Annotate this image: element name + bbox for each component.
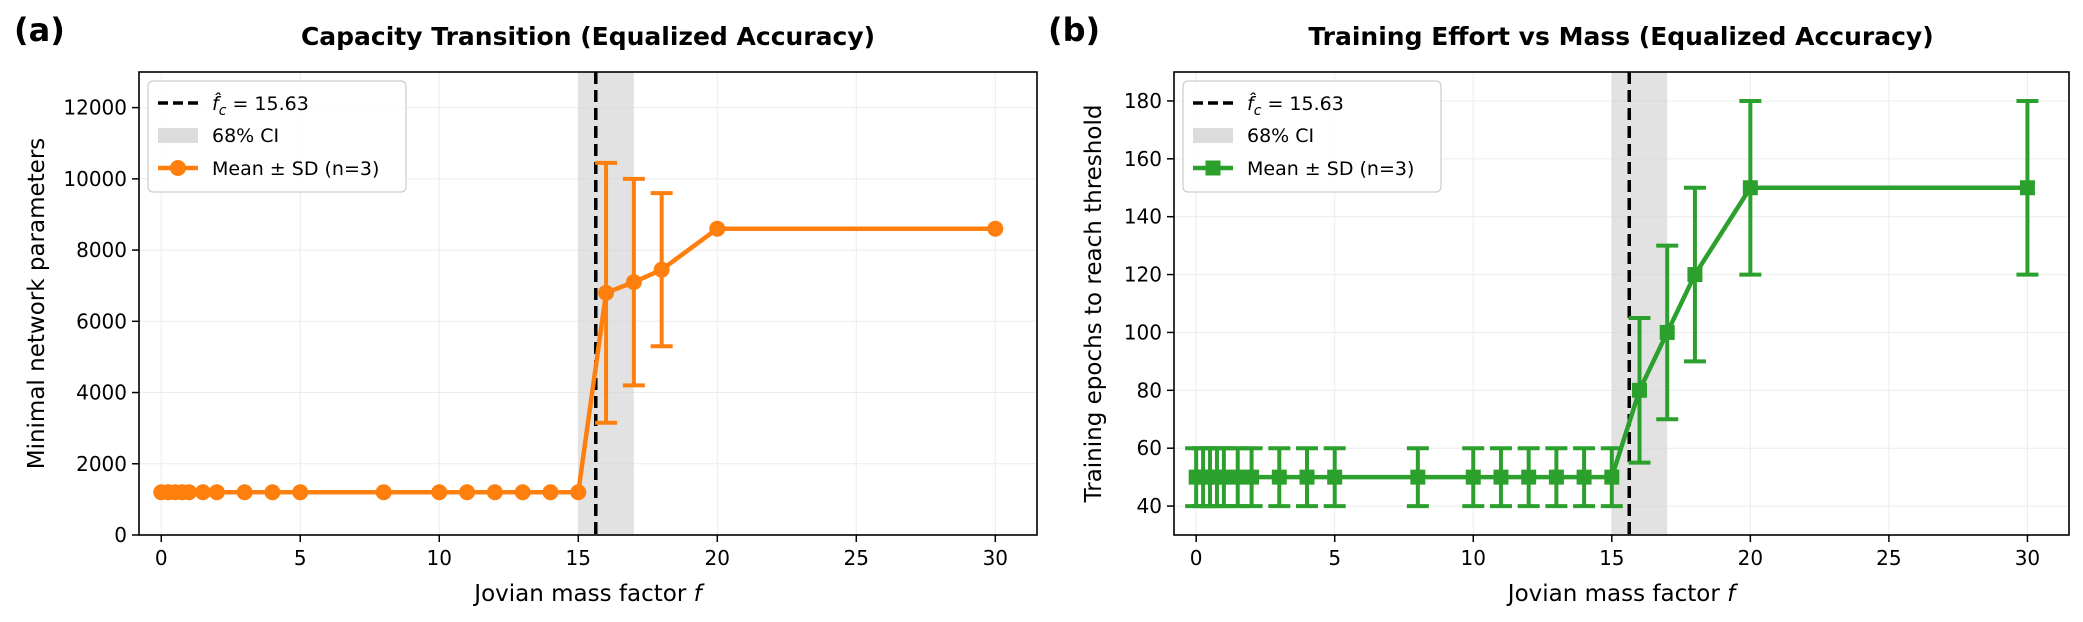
legend-ci-label: 68% CI [212, 125, 279, 147]
legend-series-label: Mean ± SD (n=3) [212, 158, 379, 180]
x-tick-label: 5 [294, 546, 307, 570]
legend-box [147, 80, 407, 193]
chart-panel-b: (b) Training Effort vs Mass (Equalized Ac… [1048, 11, 2070, 607]
legend-ci-swatch [158, 128, 198, 143]
legend-ci-label: 68% CI [1247, 125, 1314, 147]
data-point [194, 484, 211, 501]
panel-letter: (a) [14, 11, 65, 49]
x-tick-label: 30 [2015, 546, 2040, 570]
data-point [1271, 469, 1287, 485]
chart-title: Training Effort vs Mass (Equalized Accur… [1308, 22, 1933, 51]
data-point [1548, 469, 1564, 485]
panel-letter: (b) [1048, 11, 1100, 49]
data-point [1216, 469, 1232, 485]
y-axis-label: Minimal network parameters [24, 138, 50, 470]
data-point [598, 284, 615, 301]
x-axis-label: Jovian mass factor f [1506, 581, 1738, 607]
data-point [542, 484, 559, 501]
x-tick-label: 15 [1599, 546, 1624, 570]
x-tick-label: 25 [844, 546, 869, 570]
x-tick-label: 30 [983, 546, 1008, 570]
axes-frame [138, 71, 1038, 536]
x-tick-label: 15 [566, 546, 591, 570]
y-tick-label: 140 [1124, 205, 1162, 229]
data-point [709, 220, 726, 237]
data-point [1604, 469, 1620, 485]
x-tick-label: 25 [1876, 546, 1901, 570]
y-tick-label: 40 [1137, 494, 1162, 518]
y-tick-label: 180 [1124, 89, 1162, 113]
data-point [514, 484, 531, 501]
y-tick-label: 160 [1124, 147, 1162, 171]
data-point [375, 484, 392, 501]
data-point [1632, 382, 1648, 398]
y-tick-label: 2000 [76, 452, 127, 476]
legend-box [1182, 80, 1442, 193]
legend: f̂c = 15.63 68% CI Mean ± SD (n=3) [1182, 80, 1442, 193]
data-point [1493, 469, 1509, 485]
x-tick-label: 20 [1738, 546, 1763, 570]
y-tick-label: 60 [1137, 436, 1162, 460]
ci-band [1611, 72, 1668, 535]
data-point [625, 274, 642, 291]
legend-series-marker [170, 160, 186, 176]
y-tick-label: 120 [1124, 263, 1162, 287]
data-point [1742, 180, 1758, 196]
data-point [486, 484, 503, 501]
legend: f̂c = 15.63 68% CI Mean ± SD (n=3) [147, 80, 407, 193]
x-tick-label: 0 [155, 546, 168, 570]
legend-threshold-label: f̂c = 15.63 [1247, 93, 1344, 119]
data-point [1521, 469, 1537, 485]
y-tick-label: 4000 [76, 381, 127, 405]
legend-series-marker [1205, 160, 1221, 176]
data-point [1576, 469, 1592, 485]
data-point [1299, 469, 1315, 485]
x-tick-label: 5 [1328, 546, 1341, 570]
data-point [987, 220, 1004, 237]
legend-series-label: Mean ± SD (n=3) [1247, 158, 1414, 180]
data-point [1659, 324, 1675, 340]
data-point [181, 484, 198, 501]
axes-frame [1173, 71, 2070, 536]
data-point [264, 484, 281, 501]
data-series [153, 160, 1004, 501]
x-axis-label: Jovian mass factor f [472, 581, 704, 607]
data-point [1327, 469, 1343, 485]
y-axis-label: Training epochs to reach threshold [1081, 105, 1107, 504]
data-point [653, 261, 670, 278]
data-point [570, 484, 587, 501]
legend-threshold-label: f̂c = 15.63 [212, 93, 309, 119]
y-tick-label: 10000 [63, 167, 127, 191]
data-point [208, 484, 225, 501]
data-point [1230, 469, 1246, 485]
chart-title: Capacity Transition (Equalized Accuracy) [301, 22, 875, 51]
y-tick-label: 8000 [76, 238, 127, 262]
y-tick-label: 100 [1124, 320, 1162, 344]
data-series [1185, 98, 2039, 509]
x-tick-label: 20 [705, 546, 730, 570]
data-point [236, 484, 253, 501]
data-point [1410, 469, 1426, 485]
y-tick-label: 12000 [63, 96, 127, 120]
y-tick-label: 6000 [76, 309, 127, 333]
data-point [1465, 469, 1481, 485]
data-point [1244, 469, 1260, 485]
y-tick-label: 0 [114, 523, 127, 547]
legend-ci-swatch [1193, 128, 1233, 143]
x-tick-label: 10 [427, 546, 452, 570]
data-point [1687, 267, 1703, 283]
chart-panel-a: (a) Capacity Transition (Equalized Accura… [14, 11, 1038, 607]
data-point [459, 484, 476, 501]
x-tick-label: 0 [1190, 546, 1203, 570]
data-point [431, 484, 448, 501]
data-point [292, 484, 309, 501]
data-point [2019, 180, 2035, 196]
x-tick-label: 10 [1461, 546, 1486, 570]
y-tick-label: 80 [1137, 378, 1162, 402]
